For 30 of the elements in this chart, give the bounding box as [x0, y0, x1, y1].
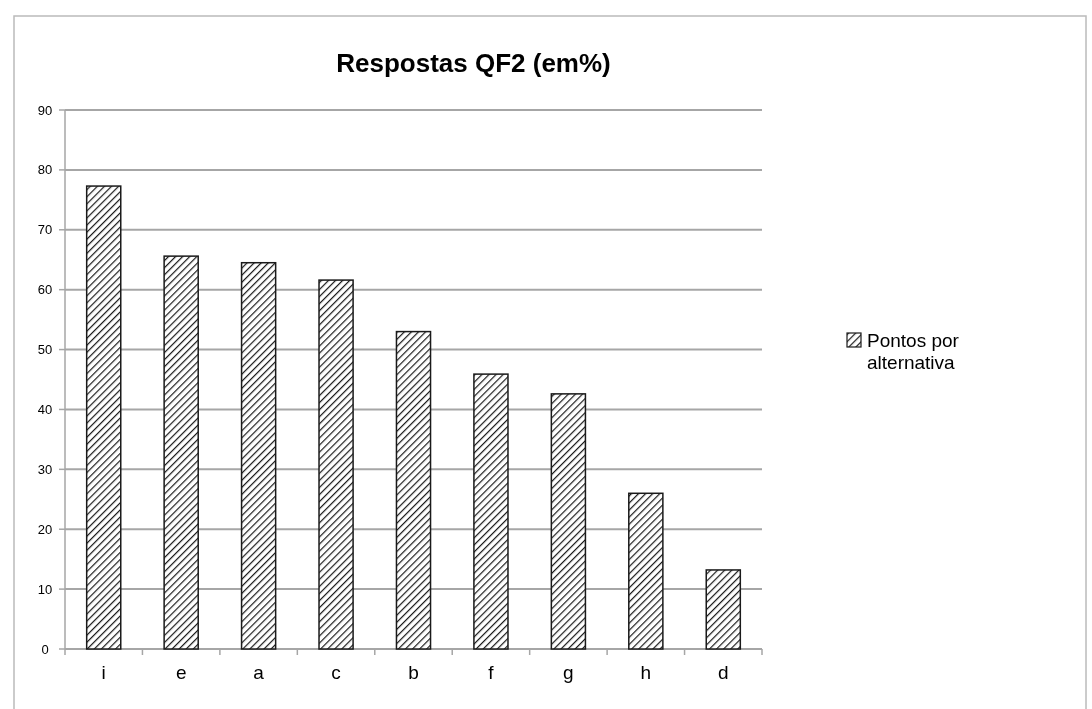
- x-tick-label: d: [717, 662, 729, 683]
- y-tick-label: 60: [37, 282, 53, 298]
- y-tick-label: 30: [37, 461, 53, 477]
- x-tick-label: a: [253, 662, 265, 683]
- bar: [705, 569, 742, 650]
- bar: [550, 393, 587, 650]
- chart-title: Respostas QF2 (em%): [336, 48, 611, 78]
- x-tick-label: h: [640, 662, 652, 683]
- bar: [395, 330, 432, 650]
- y-tick-label: 70: [37, 222, 53, 238]
- x-tick-label: e: [175, 662, 187, 683]
- legend-label: Pontos por alternativa: [867, 329, 960, 374]
- x-tick-label: g: [563, 662, 574, 683]
- bar: [163, 255, 199, 650]
- x-tick-label: c: [331, 662, 341, 683]
- y-tick-label: 90: [37, 102, 53, 118]
- y-tick-label: 80: [37, 162, 53, 178]
- y-tick-label: 50: [37, 342, 53, 358]
- x-tick-label: i: [101, 662, 106, 683]
- y-tick-label: 20: [37, 521, 53, 537]
- y-tick-label: 0: [41, 641, 49, 657]
- bar: [318, 279, 354, 650]
- x-tick-label: f: [488, 662, 495, 683]
- bar: [628, 492, 664, 650]
- bar: [473, 373, 509, 650]
- y-tick-label: 40: [37, 401, 53, 417]
- y-tick-label: 10: [37, 581, 53, 597]
- bar: [240, 261, 277, 650]
- x-tick-label: b: [408, 662, 419, 683]
- bar: [85, 185, 122, 650]
